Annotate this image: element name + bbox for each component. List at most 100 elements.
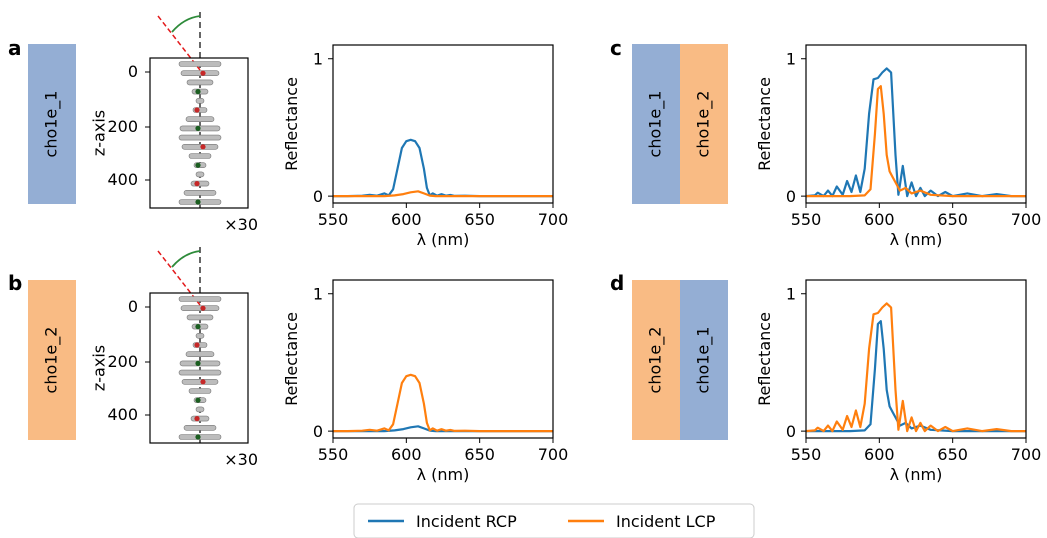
series-line-rcp <box>805 67 1026 198</box>
x-tick-label: 600 <box>391 210 422 229</box>
z-tick-label: 400 <box>107 170 138 189</box>
z-tick-label: 200 <box>107 352 138 371</box>
helix-structure-a: z-axis 0 200 400 ×30 <box>90 12 258 234</box>
layer-label: cho1e_1 <box>42 91 62 158</box>
legend-label-lcp: Incident LCP <box>616 512 716 531</box>
repeat-multiplier: ×30 <box>224 450 258 469</box>
layer-label: cho1e_1 <box>694 327 714 394</box>
helix-structure-b: z-axis 0 200 400 ×30 <box>90 247 258 469</box>
layer-stack-d: cho1e_2 cho1e_1 <box>632 280 728 440</box>
molecule-endpoint <box>200 305 206 311</box>
series-line-rcp <box>806 320 1026 433</box>
y-tick-label: 1 <box>313 285 323 304</box>
panel-label-c: c <box>610 36 622 60</box>
x-tick-label: 550 <box>791 210 822 229</box>
y-axis-label: Reflectance <box>282 77 301 171</box>
layer-label: cho1e_2 <box>42 327 62 394</box>
molecule-rod <box>188 388 212 394</box>
molecule-rod <box>195 171 205 178</box>
layer-label: cho1e_2 <box>646 327 666 394</box>
plot-frame <box>805 279 1027 439</box>
molecule-rod <box>178 369 222 376</box>
x-tick-label: 550 <box>318 210 349 229</box>
molecule-rod <box>183 424 217 431</box>
layer-block-cho1e-1 <box>680 280 728 440</box>
reflectance-chart-d: 550 600 650 700 0 1 λ (nm) Reflectance <box>755 279 1042 484</box>
z-tick-label: 400 <box>107 405 138 424</box>
x-tick-label: 600 <box>864 210 895 229</box>
molecule-rod <box>178 134 222 141</box>
panel-label-d: d <box>610 271 624 295</box>
molecule-rod <box>195 406 205 413</box>
molecule-rod <box>183 190 217 196</box>
y-tick-label: 0 <box>786 187 796 206</box>
reflectance-chart-c: 550 600 650 700 0 1 λ (nm) Reflectance <box>755 44 1042 249</box>
series-line-rcp <box>333 425 553 433</box>
x-tick-label: 550 <box>791 445 822 464</box>
series-line-lcp <box>805 302 1026 433</box>
molecule-rod <box>178 61 222 67</box>
molecule-rod <box>180 305 220 312</box>
x-tick-label: 700 <box>1011 445 1042 464</box>
x-tick-label: 600 <box>864 445 895 464</box>
molecule-endpoint <box>195 199 201 205</box>
x-tick-label: 650 <box>937 445 968 464</box>
plot-frame <box>332 279 554 439</box>
z-tick-label: 0 <box>128 62 138 81</box>
molecule-rod <box>186 79 214 86</box>
structure-frame <box>149 57 249 209</box>
molecule-rod <box>181 378 219 385</box>
molecule-rod <box>185 116 215 122</box>
molecule-rod <box>185 351 215 358</box>
molecule-endpoint <box>195 397 201 403</box>
series-line-lcp <box>333 373 553 433</box>
molecule-rod <box>178 296 222 302</box>
tilt-angle-arc <box>171 15 201 33</box>
tilt-direction-line <box>157 250 201 306</box>
molecule-endpoint <box>200 379 206 385</box>
molecule-rod <box>188 153 212 159</box>
layer-block-cho1e-2 <box>632 280 680 440</box>
molecule-endpoint <box>200 144 206 150</box>
series-line-lcp <box>333 190 553 198</box>
molecule-endpoint <box>194 342 200 348</box>
legend-label-rcp: Incident RCP <box>416 512 517 531</box>
molecule-endpoint <box>195 360 201 366</box>
plot-frame <box>332 44 554 204</box>
reflectance-chart-a: 550 600 650 700 0 1 λ (nm) Reflectance <box>282 44 569 249</box>
x-tick-label: 550 <box>318 445 349 464</box>
layer-stack-b: cho1e_2 <box>28 280 76 440</box>
x-axis-label: λ (nm) <box>890 230 943 249</box>
tilt-angle-arc <box>171 250 201 268</box>
z-axis-label: z-axis <box>90 110 109 156</box>
molecule-endpoint <box>194 181 200 187</box>
tilt-direction-line <box>157 15 201 71</box>
legend: Incident RCP Incident LCP <box>353 503 755 538</box>
z-tick-label: 200 <box>107 117 138 136</box>
y-tick-label: 1 <box>786 285 796 304</box>
y-tick-label: 0 <box>313 422 323 441</box>
molecule-rod <box>195 332 205 339</box>
panel-label-b: b <box>8 271 22 295</box>
molecule-endpoint <box>194 416 200 422</box>
y-axis-label: Reflectance <box>755 312 774 406</box>
series-line-rcp <box>333 138 553 198</box>
x-tick-label: 700 <box>538 210 569 229</box>
y-tick-label: 1 <box>786 50 796 69</box>
structure-frame <box>149 292 249 444</box>
molecule-endpoint <box>195 324 201 330</box>
y-axis-label: Reflectance <box>755 77 774 171</box>
x-tick-label: 650 <box>464 445 495 464</box>
molecule-rod <box>181 144 219 150</box>
layer-stack-a: cho1e_1 <box>28 44 76 204</box>
x-axis-label: λ (nm) <box>417 230 470 249</box>
x-axis-label: λ (nm) <box>417 465 470 484</box>
x-axis-label: λ (nm) <box>890 465 943 484</box>
y-tick-label: 0 <box>786 422 796 441</box>
molecule-rod <box>190 180 210 187</box>
x-tick-label: 600 <box>391 445 422 464</box>
legend-frame <box>353 503 755 538</box>
x-tick-label: 700 <box>1011 210 1042 229</box>
molecule-rod <box>186 314 214 321</box>
